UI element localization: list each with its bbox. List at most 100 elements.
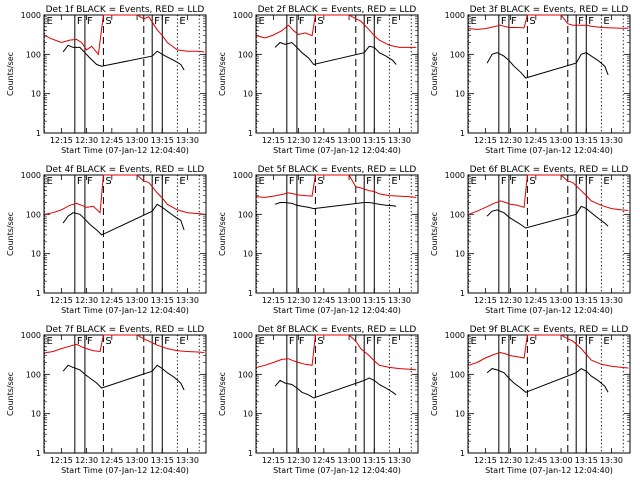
event-marker-label: F [376, 176, 382, 187]
x-tick-label: 13:00 [126, 296, 149, 305]
event-marker-label: F [77, 176, 83, 187]
event-marker-label: F [511, 176, 517, 187]
event-marker-label: F [87, 336, 93, 347]
y-tick-label: 100 [450, 210, 465, 219]
x-tick-label: 13:00 [126, 136, 149, 145]
x-tick-label: 13:00 [550, 296, 573, 305]
x-tick-label: 12:45 [100, 296, 123, 305]
event-marker-label: F [299, 176, 305, 187]
event-marker-label: E [259, 336, 265, 347]
x-tick-label: 12:45 [312, 136, 335, 145]
y-tick-label: 100 [26, 370, 41, 379]
x-tick-label: 13:15 [363, 136, 386, 145]
y-tick-label: 1 [248, 449, 253, 458]
event-marker-label: F [376, 336, 382, 347]
x-tick-label: 13:30 [176, 136, 199, 145]
x-axis-label: Start Time (07-Jan-12 12:04:40) [61, 146, 189, 155]
event-marker-label: S [317, 16, 323, 27]
x-tick-label: 13:15 [575, 136, 598, 145]
events-series-line [274, 41, 397, 66]
x-tick-label: 13:15 [575, 296, 598, 305]
event-marker-label: F [578, 176, 584, 187]
y-tick-label: 100 [450, 50, 465, 59]
event-marker-label: F [164, 336, 170, 347]
y-tick-label: 10 [455, 410, 465, 419]
panel-title: Det 9f BLACK = Events, RED = LLD [470, 325, 629, 335]
x-tick-label: 13:00 [550, 136, 573, 145]
x-tick-label: 13:15 [575, 456, 598, 465]
x-tick-label: 13:15 [363, 296, 386, 305]
y-tick-label: 1 [36, 449, 41, 458]
y-tick-label: 1000 [21, 171, 41, 180]
x-tick-label: 13:30 [388, 456, 411, 465]
x-tick-label: 12:15 [262, 296, 285, 305]
y-tick-label: 1000 [233, 171, 253, 180]
event-marker-label: E [391, 16, 397, 27]
event-marker-label: E [179, 16, 185, 27]
y-tick-label: 1000 [233, 331, 253, 340]
y-tick-label: 1000 [445, 11, 465, 20]
event-marker-label: F [289, 16, 295, 27]
event-marker-label: F [366, 16, 372, 27]
x-tick-label: 12:45 [312, 296, 335, 305]
lld-series-line [256, 334, 417, 371]
event-marker-label: F [511, 16, 517, 27]
events-series-line [62, 44, 185, 71]
event-marker-label: E [47, 176, 53, 187]
y-axis-label: Counts/sec [6, 52, 15, 96]
panel-det-3: Det 3f BLACK = Events, RED = LLD 1 10 100 10… [430, 5, 631, 155]
event-marker-label: S [317, 176, 323, 187]
event-marker-label: S [529, 16, 535, 27]
events-series-line [274, 202, 397, 210]
x-tick-label: 12:45 [524, 296, 547, 305]
event-marker-label: S [529, 176, 535, 187]
plot-frame [467, 174, 631, 294]
x-tick-label: 13:00 [126, 456, 149, 465]
x-tick-label: 12:45 [100, 136, 123, 145]
plot-frame [255, 334, 419, 454]
y-tick-label: 1 [36, 129, 41, 138]
event-marker-label: F [154, 336, 160, 347]
event-marker-label: E [603, 336, 609, 347]
panel-det-9: Det 9f BLACK = Events, RED = LLD 1 10 100 10… [430, 325, 631, 475]
x-tick-label: 12:30 [287, 296, 310, 305]
x-tick-label: 12:30 [75, 136, 98, 145]
event-marker-label: F [299, 336, 305, 347]
event-marker-label: F [154, 176, 160, 187]
panel-det-1: Det 1f BLACK = Events, RED = LLD 1 10 100 10… [6, 5, 207, 155]
y-axis-label: Counts/sec [218, 52, 227, 96]
x-tick-label: 12:30 [499, 296, 522, 305]
x-axis-label: Start Time (07-Jan-12 12:04:40) [273, 306, 401, 315]
event-marker-label: F [376, 16, 382, 27]
event-marker-label: F [299, 16, 305, 27]
x-tick-label: 12:30 [287, 456, 310, 465]
event-marker-label: F [511, 336, 517, 347]
x-tick-label: 13:15 [151, 456, 174, 465]
x-tick-label: 13:30 [600, 456, 623, 465]
x-axis-label: Start Time (07-Jan-12 12:04:40) [61, 466, 189, 475]
y-axis-label: Counts/sec [6, 212, 15, 256]
event-marker-label: E [391, 176, 397, 187]
event-marker-label: F [77, 16, 83, 27]
y-tick-label: 1 [36, 289, 41, 298]
x-tick-label: 12:15 [474, 456, 497, 465]
x-axis-label: Start Time (07-Jan-12 12:04:40) [485, 146, 613, 155]
event-marker-label: F [77, 336, 83, 347]
x-tick-label: 13:00 [550, 456, 573, 465]
panel-det-6: Det 6f BLACK = Events, RED = LLD 1 10 100 10… [430, 165, 631, 315]
plot-frame [467, 334, 631, 454]
y-tick-label: 1000 [21, 11, 41, 20]
event-marker-label: F [578, 16, 584, 27]
y-tick-label: 10 [31, 90, 41, 99]
y-axis-label: Counts/sec [218, 372, 227, 416]
event-marker-label: F [366, 176, 372, 187]
y-tick-label: 10 [243, 90, 253, 99]
x-tick-label: 13:30 [388, 136, 411, 145]
x-axis-label: Start Time (07-Jan-12 12:04:40) [273, 466, 401, 475]
lld-series-line [468, 334, 629, 369]
event-marker-label: F [289, 336, 295, 347]
x-tick-label: 12:15 [262, 136, 285, 145]
y-tick-label: 10 [243, 250, 253, 259]
plot-frame [255, 14, 419, 134]
